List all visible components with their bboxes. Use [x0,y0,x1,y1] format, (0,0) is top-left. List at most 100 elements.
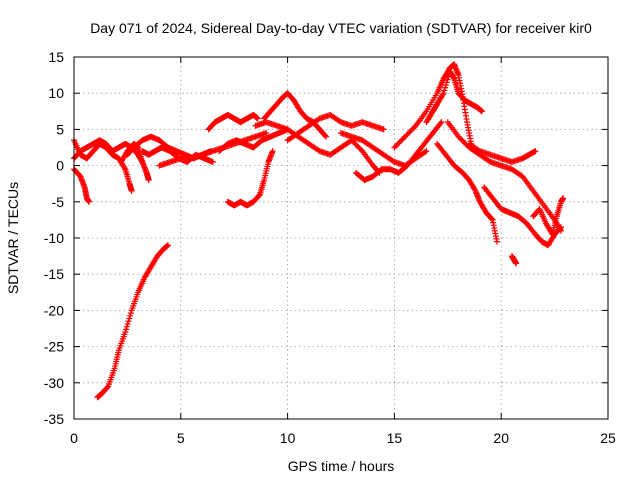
data-point [548,230,555,237]
y-tick-label: -20 [44,302,64,318]
x-tick-label: 25 [600,430,616,446]
x-tick-label: 5 [177,430,185,446]
data-point [127,310,134,317]
data-point [402,133,409,140]
data-point [407,128,414,135]
data-point [488,215,495,222]
series-arc-5 [117,140,152,184]
data-point [85,198,92,205]
data-point [358,146,365,153]
data-point [440,90,447,97]
data-point [478,108,485,115]
data-point [518,172,525,179]
data-point [391,144,398,151]
data-point [128,187,135,194]
axis-ticks [73,56,609,420]
series-arc-11 [224,148,276,209]
data-point [269,148,276,155]
y-tick-label: -35 [44,411,64,427]
data-point [122,329,129,336]
series-arc-19 [434,140,500,245]
data-point [437,120,444,127]
data-point [395,140,402,147]
data-point [406,129,413,136]
x-axis-label: GPS time / hours [288,458,395,474]
data-point [390,158,397,165]
x-tick-label: 15 [387,430,403,446]
data-point [460,139,467,146]
data-point [458,136,465,143]
data-point [441,87,448,94]
data-point [493,238,500,245]
series-arc-17 [391,61,475,151]
data-point [127,312,134,319]
x-tick-label: 10 [280,430,296,446]
y-tick-label: -10 [44,230,64,246]
data-point [352,141,359,148]
data-point [439,91,446,98]
data-point [403,132,410,139]
data-point [404,130,411,137]
data-point [398,137,405,144]
data-point [560,195,567,202]
x-tick-label: 20 [493,430,509,446]
series-arc-18 [423,68,485,126]
data-point [408,126,415,133]
data-point [124,320,131,327]
data-point [123,323,130,330]
series-arc-21 [466,140,539,165]
tick-labels: 0 5 10 15 20 25 -35 -30 -25 -20 -15 -10 -5 0 5 10 15 [44,49,616,446]
y-tick-label: -30 [44,375,64,391]
y-tick-label: 15 [48,49,64,65]
x-tick-label: 0 [70,430,78,446]
series-arc-9 [205,111,261,133]
series-arc-16 [352,119,445,184]
series-arc-20 [444,119,565,234]
series-arc-10 [216,126,291,155]
series-arc-15 [338,130,430,169]
data-point [336,118,343,125]
data-point [422,149,429,156]
data-point [456,134,463,141]
data-point [254,115,261,122]
y-axis-label: SDTVAR / TECUs [5,182,21,294]
data-point [455,133,462,140]
data-point [351,139,358,146]
series-arc-23 [508,253,520,267]
data-point [442,82,449,89]
series-arc-1 [71,166,92,205]
data-point [444,76,451,83]
data-point [396,139,403,146]
data-point [438,119,445,126]
data-point [471,186,478,193]
data-point [380,126,387,133]
data-point [400,134,407,141]
data-point [355,144,362,151]
series-arc-4 [94,242,171,401]
data-point [354,142,361,149]
data-point [315,116,322,123]
data-point [443,79,450,86]
data-point [126,315,133,322]
data-point [322,132,329,139]
grid-lines [74,57,608,419]
y-tick-label: 5 [56,121,64,137]
data-point [209,158,216,165]
data-point [410,125,417,132]
data-point [164,242,171,249]
data-point [442,84,449,91]
y-tick-label: -15 [44,266,64,282]
data-point [423,148,430,155]
data-point [532,148,539,155]
data-point [145,177,152,184]
data-point [486,158,493,165]
data-point [356,145,363,152]
y-tick-label: 10 [48,85,64,101]
data-point [323,133,330,140]
chart-title: Day 071 of 2024, Sidereal Day-to-day VTE… [90,20,592,36]
data-point [256,192,263,199]
data-point [558,224,565,231]
data-points [71,61,567,401]
series-arc-12 [261,90,330,140]
